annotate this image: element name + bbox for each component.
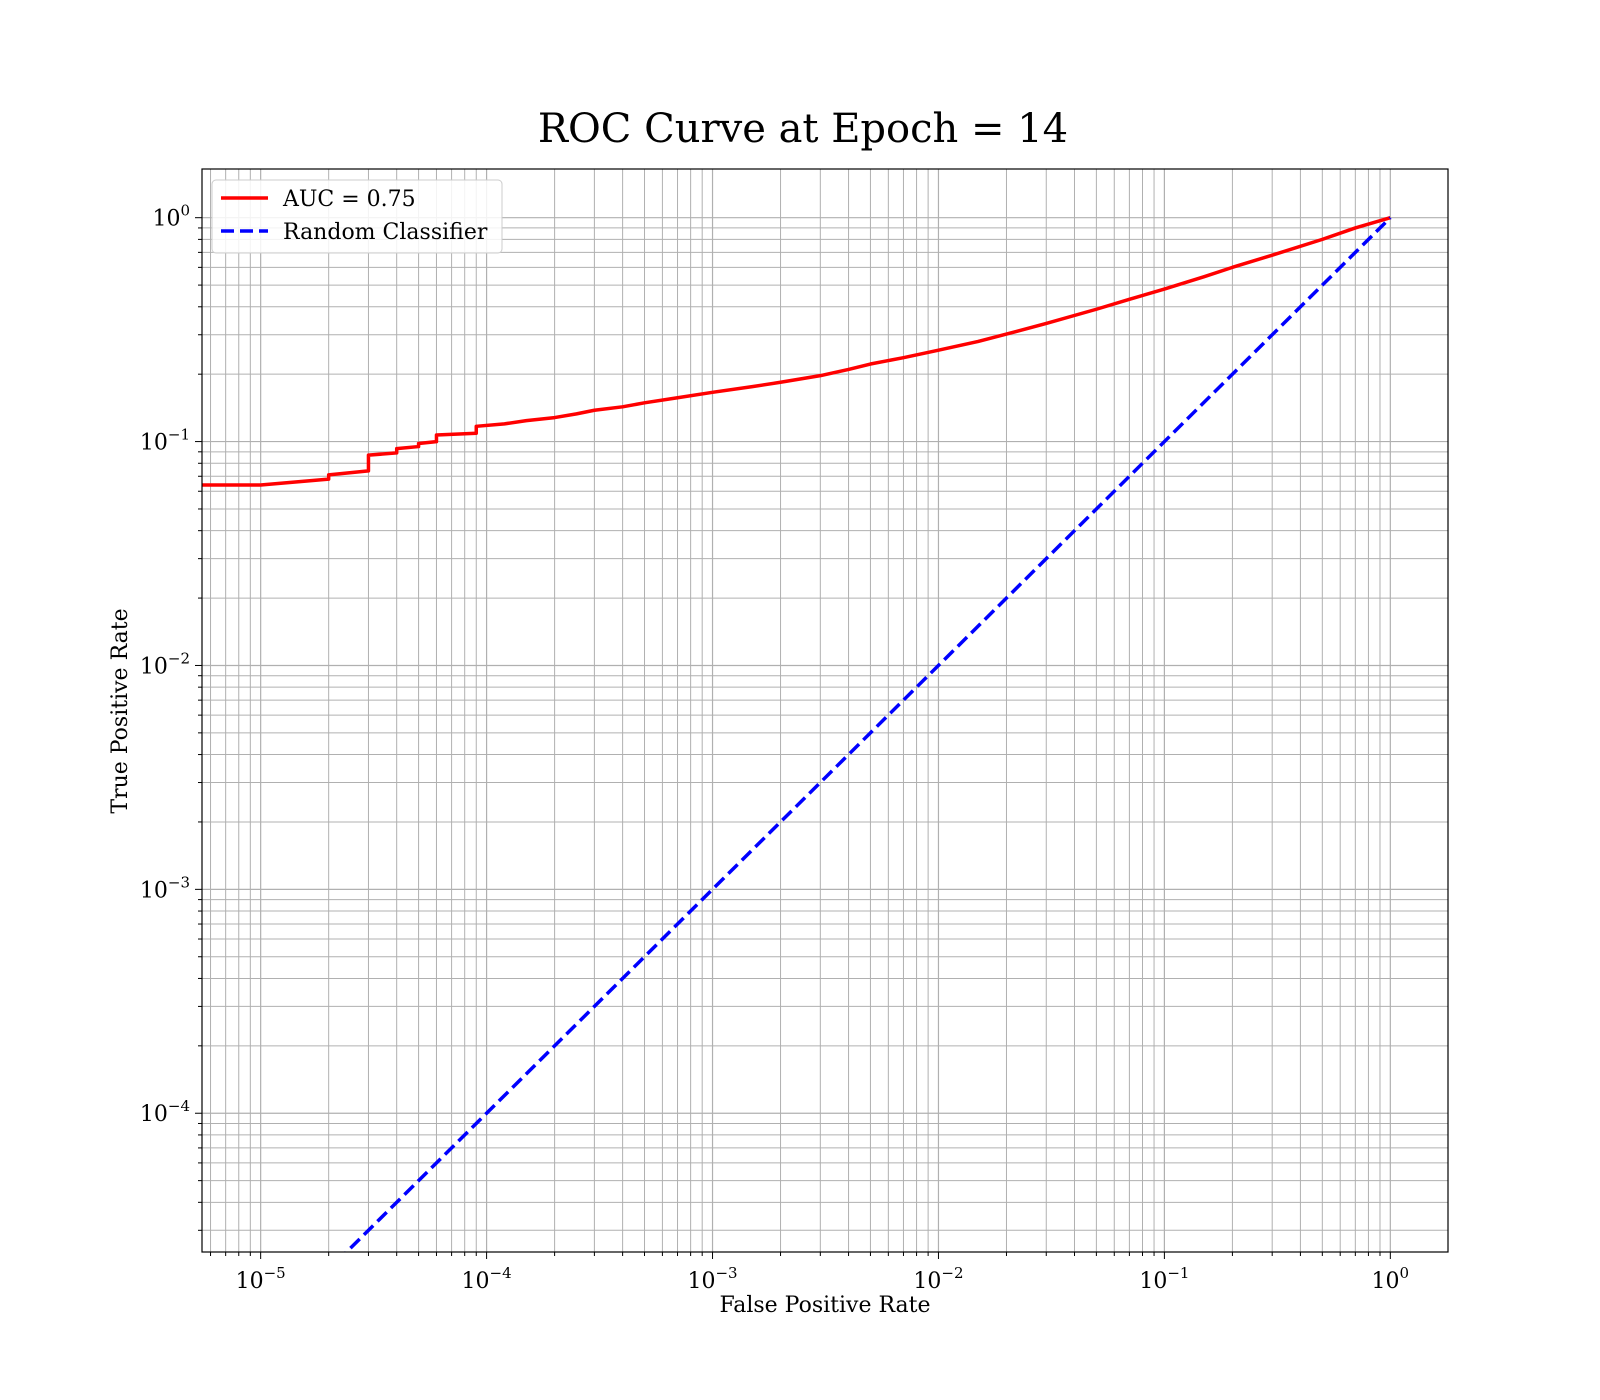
y-tick-label: 10−2	[140, 649, 190, 679]
random-classifier-line	[344, 216, 1392, 1252]
x-tick-label: 100	[1372, 1264, 1410, 1294]
legend: AUC = 0.75 Random Classifier	[211, 179, 503, 254]
legend-box	[211, 179, 503, 254]
y-tick-label: 10−1	[140, 426, 190, 456]
grid-lines	[202, 169, 1448, 1252]
roc-curve-line	[202, 216, 1391, 487]
plot-area-frame	[201, 168, 1449, 1253]
y-axis-label: True Positive Rate	[108, 608, 133, 813]
x-tick-label: 10−5	[236, 1264, 286, 1294]
x-tick-label: 10−3	[687, 1264, 737, 1294]
legend-label-random-classifier: Random Classifier	[283, 220, 488, 245]
y-tick-label: 100	[152, 202, 190, 232]
y-tick-label: 10−3	[140, 873, 190, 903]
x-tick-label: 10−4	[462, 1264, 512, 1294]
x-tick-label: 10−1	[1139, 1264, 1189, 1294]
x-axis-label: False Positive Rate	[719, 1293, 930, 1318]
x-tick-label: 10−2	[913, 1264, 963, 1294]
chart-title: ROC Curve at Epoch = 14	[538, 106, 1068, 152]
y-tick-label: 10−4	[140, 1097, 190, 1127]
series-lines	[202, 216, 1392, 1252]
axis-ticks: 10−5 10−4 10−3 10−2 10−1 100 10−4 10−3 10−2 10−1 1…	[140, 202, 1409, 1294]
legend-label-auc: AUC = 0.75	[282, 187, 416, 212]
